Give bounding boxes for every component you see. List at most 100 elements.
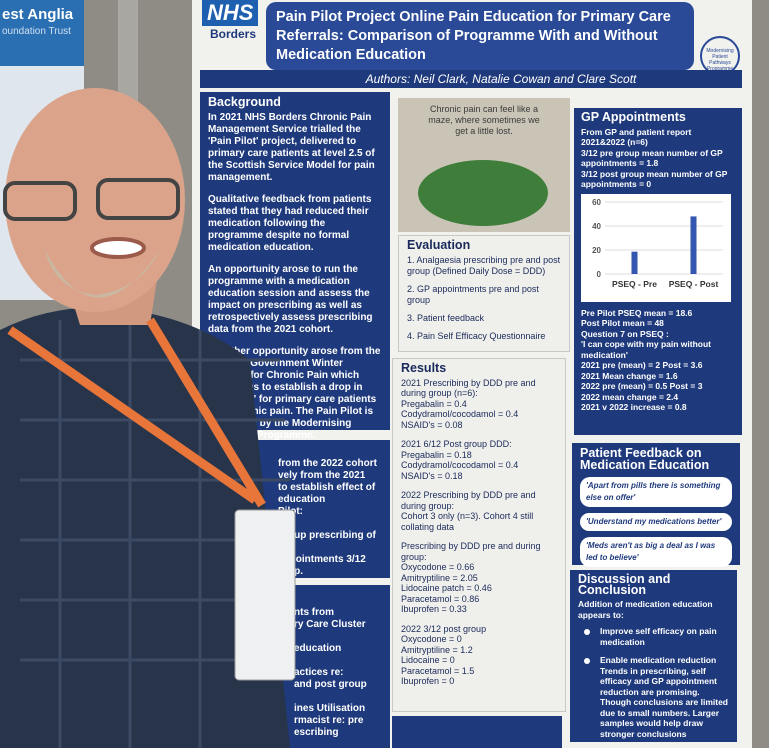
glasses-left — [3, 181, 77, 221]
pseq-line: 2021 pre (mean) = 2 Post = 3.6 — [581, 360, 703, 370]
text-line: and post group — [294, 679, 367, 690]
result-line: 2021 Prescribing by DDD pre and during g… — [401, 377, 536, 399]
gp-line: 3/12 pre group mean number of GP appoint… — [581, 147, 723, 169]
result-line: Cohort 3 only (n=3). Cohort 4 still coll… — [401, 511, 534, 532]
quote: 'Meds aren't as big a deal as I was led … — [580, 537, 732, 567]
result-line: Paracetamol = 1.5 — [401, 665, 475, 676]
y-tick-label: 40 — [592, 222, 601, 231]
result-block: 2022 Prescribing by DDD pre and during g… — [401, 490, 557, 532]
person — [0, 88, 296, 748]
text-line — [294, 631, 382, 643]
result-block: 2022 3/12 post group Oxycodone = 0 Amitryp… — [401, 624, 557, 687]
paragraph: Qualitative feedback from patients state… — [208, 194, 372, 253]
bar — [631, 251, 638, 274]
sign-band — [0, 0, 84, 66]
head — [5, 88, 185, 312]
result-line: NSAID's = 0.08 — [401, 419, 463, 430]
plaid — [20, 310, 290, 748]
result-line: Codydramol/cocodamol = 0.4 — [401, 409, 519, 419]
maze — [418, 160, 548, 226]
result-line: Pregabalin = 0.4 — [401, 398, 467, 409]
evaluation-item: 3. Patient feedback — [407, 313, 485, 323]
logo-org: Borders — [210, 27, 257, 41]
shirt — [0, 307, 290, 748]
glasses-right — [96, 178, 180, 220]
text-line: escribing — [294, 727, 339, 738]
lanyard — [7, 317, 266, 508]
heading: Results — [401, 361, 447, 375]
result-line: Amitryptiline = 2.05 — [401, 572, 478, 583]
bar-chart: 0 20 40 60 PSEQ - Pre PSEQ - Post — [581, 193, 731, 302]
result-line: Pregabalin = 0.18 — [401, 449, 472, 460]
pseq-line: 2021 v 2022 increase = 0.8 — [581, 402, 687, 412]
x-tick-label: PSEQ - Pre — [612, 279, 657, 289]
pseq-line: 2022 pre (mean) = 0.5 Post = 3 — [581, 381, 703, 391]
result-line: Amitryptiline = 1.2 — [401, 644, 473, 655]
heading: Discussion and Conclusion — [578, 572, 671, 597]
image-caption: Chronic pain can feel like a maze, where… — [428, 104, 540, 136]
heading: Background — [208, 95, 281, 109]
text-line: vely from the 2021 — [278, 470, 366, 481]
result-line: 2022 3/12 post group — [401, 623, 487, 634]
text-line: rmacist re: pre — [294, 715, 364, 726]
heading: Evaluation — [407, 238, 471, 252]
result-block: 2021 Prescribing by DDD pre and during g… — [401, 378, 557, 431]
poster-title: Pain Pilot Project Online Pain Education… — [266, 2, 694, 70]
result-line: 2021 6/12 Post group DDD: — [401, 439, 512, 449]
discussion-box: Discussion and Conclusion Addition of me… — [570, 570, 737, 742]
pseq-line: Post Pilot mean = 48 — [581, 318, 664, 328]
result-line: Ibuprofen = 0.33 — [401, 604, 467, 614]
result-line: 2022 Prescribing by DDD pre and during g… — [401, 490, 536, 511]
sign-text: est Anglia — [2, 6, 74, 23]
result-block: 2021 6/12 Post group DDD: Pregabalin = 0.… — [401, 439, 557, 481]
evaluation-item: 4. Pain Self Efficacy Questionnaire — [407, 331, 546, 341]
y-tick-label: 60 — [592, 198, 601, 207]
gp-line: From GP and patient report 2021&2022 (n=… — [581, 126, 692, 148]
pseq-line: 2021 Mean change = 1.6 — [581, 370, 678, 381]
gp-line: 3/12 post group mean number of GP appoin… — [581, 168, 728, 190]
x-tick-label: PSEQ - Post — [669, 279, 719, 289]
results-box: Results 2021 Prescribing by DDD pre and … — [392, 358, 566, 712]
text-line: from the 2022 cohort — [278, 458, 377, 469]
text-line: to establish effect of — [278, 482, 376, 493]
quote: 'Understand my medications better' — [580, 513, 732, 531]
result-line: Oxycodone = 0 — [401, 634, 462, 644]
bar — [690, 215, 697, 274]
text-line: ines Utilisation — [294, 703, 366, 714]
text-line: appointments 3/12 — [278, 554, 366, 565]
badge — [234, 509, 296, 681]
result-line: Ibuprofen = 0 — [401, 676, 455, 686]
logo-nhs: NHS — [202, 0, 259, 26]
box-strip — [392, 716, 562, 748]
paragraph: A further opportunity arose from the Sco… — [208, 346, 381, 441]
text-line — [294, 691, 382, 703]
evaluation-item: 1. Analgaesia prescribing pre and post g… — [407, 255, 561, 276]
gp-box: GP Appointments From GP and patient repo… — [574, 108, 742, 435]
feedback-box: Patient Feedback on Medication Education… — [572, 443, 740, 567]
heading: GP Appointments — [581, 110, 686, 124]
bullet-dot — [584, 658, 590, 664]
text-line: education — [278, 494, 326, 505]
result-line: Lidocaine patch = 0.46 — [401, 583, 492, 593]
heading: Patient Feedback on Medication Education — [580, 446, 710, 472]
poster: NHS Borders Pain Pilot Project Online Pa… — [192, 0, 752, 748]
y-tick-label: 20 — [592, 246, 601, 255]
pseq-line: 2022 mean change = 2.4 — [581, 391, 679, 402]
text-line: ry Care Cluster — [294, 619, 366, 630]
result-line: Codydramol/cocodamol = 0.4 — [401, 460, 519, 470]
result-line: Paracetamol = 0.86 — [401, 593, 480, 604]
pseq-line: Pre Pilot PSEQ mean = 18.6 — [581, 307, 693, 318]
result-block: Prescribing by DDD pre and during group:… — [401, 541, 557, 615]
bullet: Improve self efficacy on pain medication — [578, 626, 729, 647]
background-box: Background In 2021 NHS Borders Chronic P… — [200, 92, 390, 441]
intro: Addition of medication education appears… — [578, 599, 713, 620]
result-line: Oxycodone = 0.66 — [401, 562, 475, 572]
paragraph: In 2021 NHS Borders Chronic Pain Managem… — [208, 112, 375, 183]
quote: 'Apart from pills there is something els… — [580, 477, 732, 507]
authors: Authors: Neil Clark, Natalie Cowan and C… — [200, 70, 742, 88]
maze-image: Chronic pain can feel like a maze, where… — [398, 98, 570, 232]
sign-sub: oundation Trust — [2, 26, 71, 37]
result-line: Lidocaine = 0 — [401, 655, 455, 665]
y-tick-label: 0 — [597, 270, 602, 279]
